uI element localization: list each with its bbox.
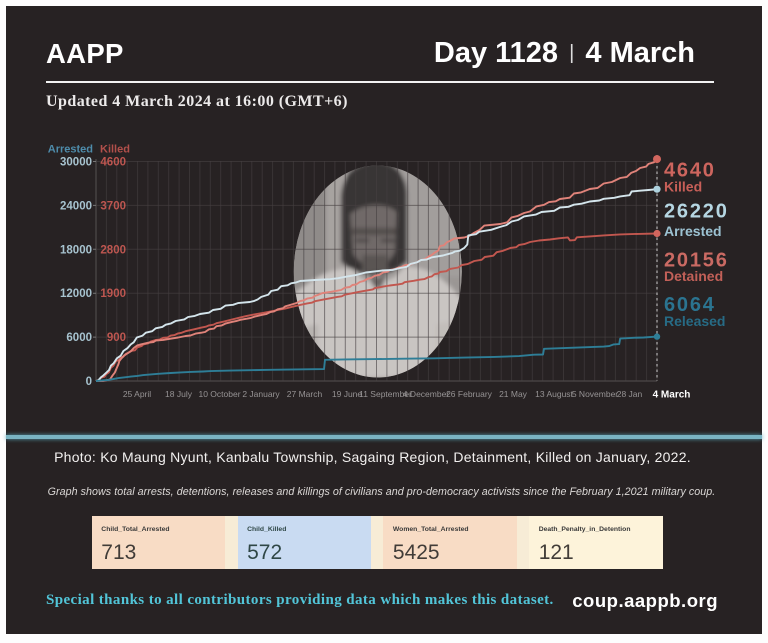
svg-text:3700: 3700 [100, 200, 126, 212]
svg-text:30000: 30000 [60, 157, 92, 169]
svg-text:18 July: 18 July [165, 389, 193, 399]
svg-text:Released: Released [664, 313, 725, 329]
svg-text:Arrested: Arrested [48, 144, 93, 156]
svg-text:900: 900 [107, 332, 126, 344]
svg-text:25 April: 25 April [123, 389, 151, 399]
svg-text:4640: 4640 [664, 160, 716, 182]
svg-text:18000: 18000 [60, 244, 92, 256]
svg-text:20156: 20156 [664, 250, 729, 272]
svg-text:4 December: 4 December [403, 389, 449, 399]
svg-text:0: 0 [86, 376, 92, 388]
svg-text:Killed: Killed [100, 144, 130, 156]
svg-text:26220: 26220 [664, 201, 729, 223]
svg-text:6064: 6064 [664, 294, 716, 316]
svg-text:5 November: 5 November [572, 389, 618, 399]
svg-text:24000: 24000 [60, 200, 92, 212]
svg-text:28 Jan: 28 Jan [617, 389, 643, 399]
svg-text:26 February: 26 February [446, 389, 493, 399]
svg-text:6000: 6000 [66, 332, 92, 344]
svg-text:19 June: 19 June [332, 389, 363, 399]
svg-text:10 October: 10 October [198, 389, 240, 399]
svg-text:21 May: 21 May [499, 389, 528, 399]
svg-text:4 March: 4 March [653, 390, 691, 401]
svg-text:2 January: 2 January [242, 389, 280, 399]
svg-text:1900: 1900 [100, 288, 126, 300]
svg-text:13 August: 13 August [535, 389, 573, 399]
svg-text:Arrested: Arrested [664, 223, 722, 239]
svg-text:4600: 4600 [100, 157, 126, 169]
svg-text:11 September: 11 September [359, 389, 412, 399]
svg-text:27 March: 27 March [287, 389, 323, 399]
svg-text:12000: 12000 [60, 288, 92, 300]
svg-text:Killed: Killed [664, 179, 702, 195]
svg-text:2800: 2800 [100, 244, 126, 256]
svg-text:Detained: Detained [664, 268, 723, 284]
